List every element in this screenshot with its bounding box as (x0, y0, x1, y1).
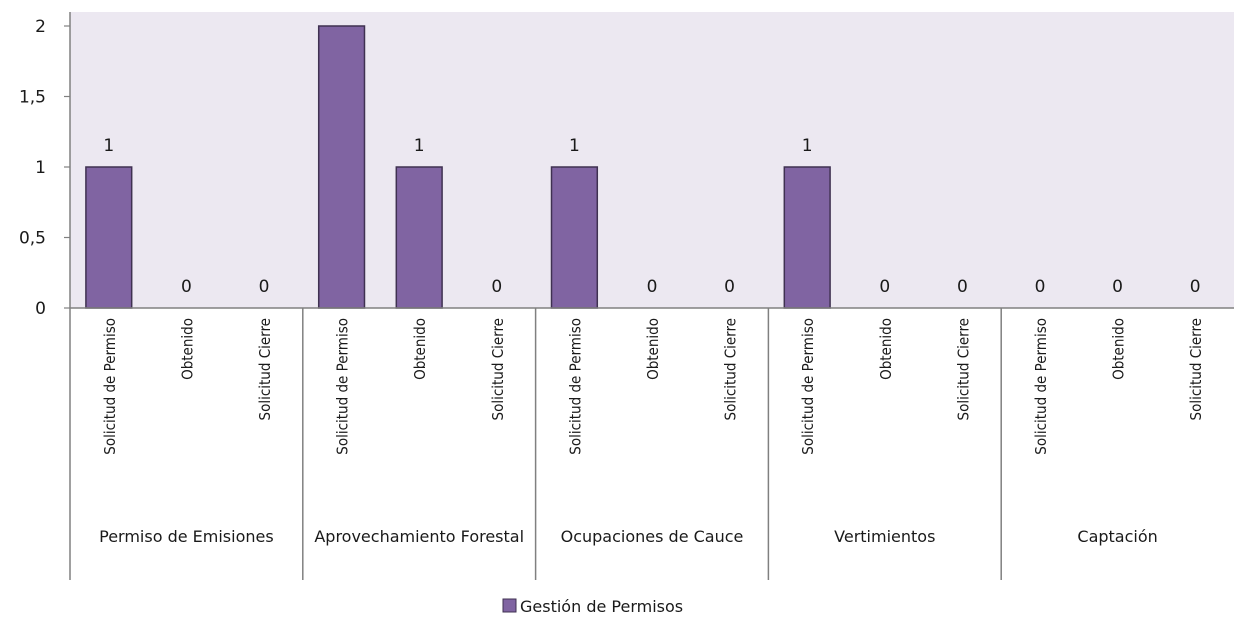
legend-label: Gestión de Permisos (520, 597, 683, 616)
category-label: Solicitud Cierre (256, 318, 274, 420)
category-label: Obtenido (877, 318, 895, 380)
data-label: 0 (724, 277, 735, 297)
y-tick-label: 2 (35, 17, 46, 37)
x-axis-category-labels: Solicitud de Permiso Obtenido Solicitud Ci… (101, 318, 1205, 455)
y-tick-label: 0 (35, 299, 46, 319)
data-label: 0 (491, 277, 502, 297)
category-label: Solicitud Cierre (722, 318, 740, 420)
category-label: Obtenido (1110, 318, 1128, 380)
data-label: 0 (181, 277, 192, 297)
data-label: 0 (957, 277, 968, 297)
y-tick-label: 1,5 (19, 88, 46, 108)
category-label: Solicitud de Permiso (566, 318, 584, 455)
y-tick-label: 1 (35, 158, 46, 178)
category-label: Obtenido (178, 318, 196, 380)
y-tick-label: 0,5 (19, 229, 46, 249)
plot-area (70, 12, 1234, 308)
bar (317, 25, 366, 309)
bars (85, 25, 831, 309)
group-label: Vertimientos (834, 527, 935, 546)
data-label: 0 (259, 277, 270, 297)
x-axis-group-labels: Permiso de Emisiones Aprovechamiento Fore… (99, 527, 1158, 546)
category-label: Solicitud Cierre (489, 318, 507, 420)
data-label: 0 (647, 277, 658, 297)
legend-swatch (502, 598, 517, 613)
category-label: Solicitud Cierre (954, 318, 972, 420)
category-label: Solicitud de Permiso (799, 318, 817, 455)
category-label: Solicitud de Permiso (1032, 318, 1050, 455)
axes (64, 12, 1234, 580)
category-label: Solicitud de Permiso (334, 318, 352, 455)
bar (783, 166, 831, 309)
data-label: 1 (569, 136, 580, 156)
data-label: 0 (1190, 277, 1201, 297)
category-label: Solicitud de Permiso (101, 318, 119, 455)
group-label: Permiso de Emisiones (99, 527, 274, 546)
legend: Gestión de Permisos (502, 597, 683, 616)
group-label: Ocupaciones de Cauce (561, 527, 744, 546)
data-labels: 1 0 0 1 0 1 0 0 1 0 0 0 0 0 (103, 136, 1200, 297)
data-label: 0 (1035, 277, 1046, 297)
bar (550, 166, 599, 309)
category-label: Obtenido (644, 318, 662, 380)
bar (85, 166, 133, 309)
group-label: Captación (1077, 527, 1157, 546)
category-label: Solicitud Cierre (1187, 318, 1205, 420)
data-label: 0 (879, 277, 890, 297)
data-label: 1 (414, 136, 425, 156)
data-label: 0 (1112, 277, 1123, 297)
y-axis-tick-labels: 0 0,5 1 1,5 2 (19, 17, 46, 319)
category-label: Obtenido (411, 318, 429, 380)
bar (395, 166, 443, 309)
group-label: Aprovechamiento Forestal (314, 527, 524, 546)
data-label: 1 (802, 136, 813, 156)
data-label: 1 (103, 136, 114, 156)
